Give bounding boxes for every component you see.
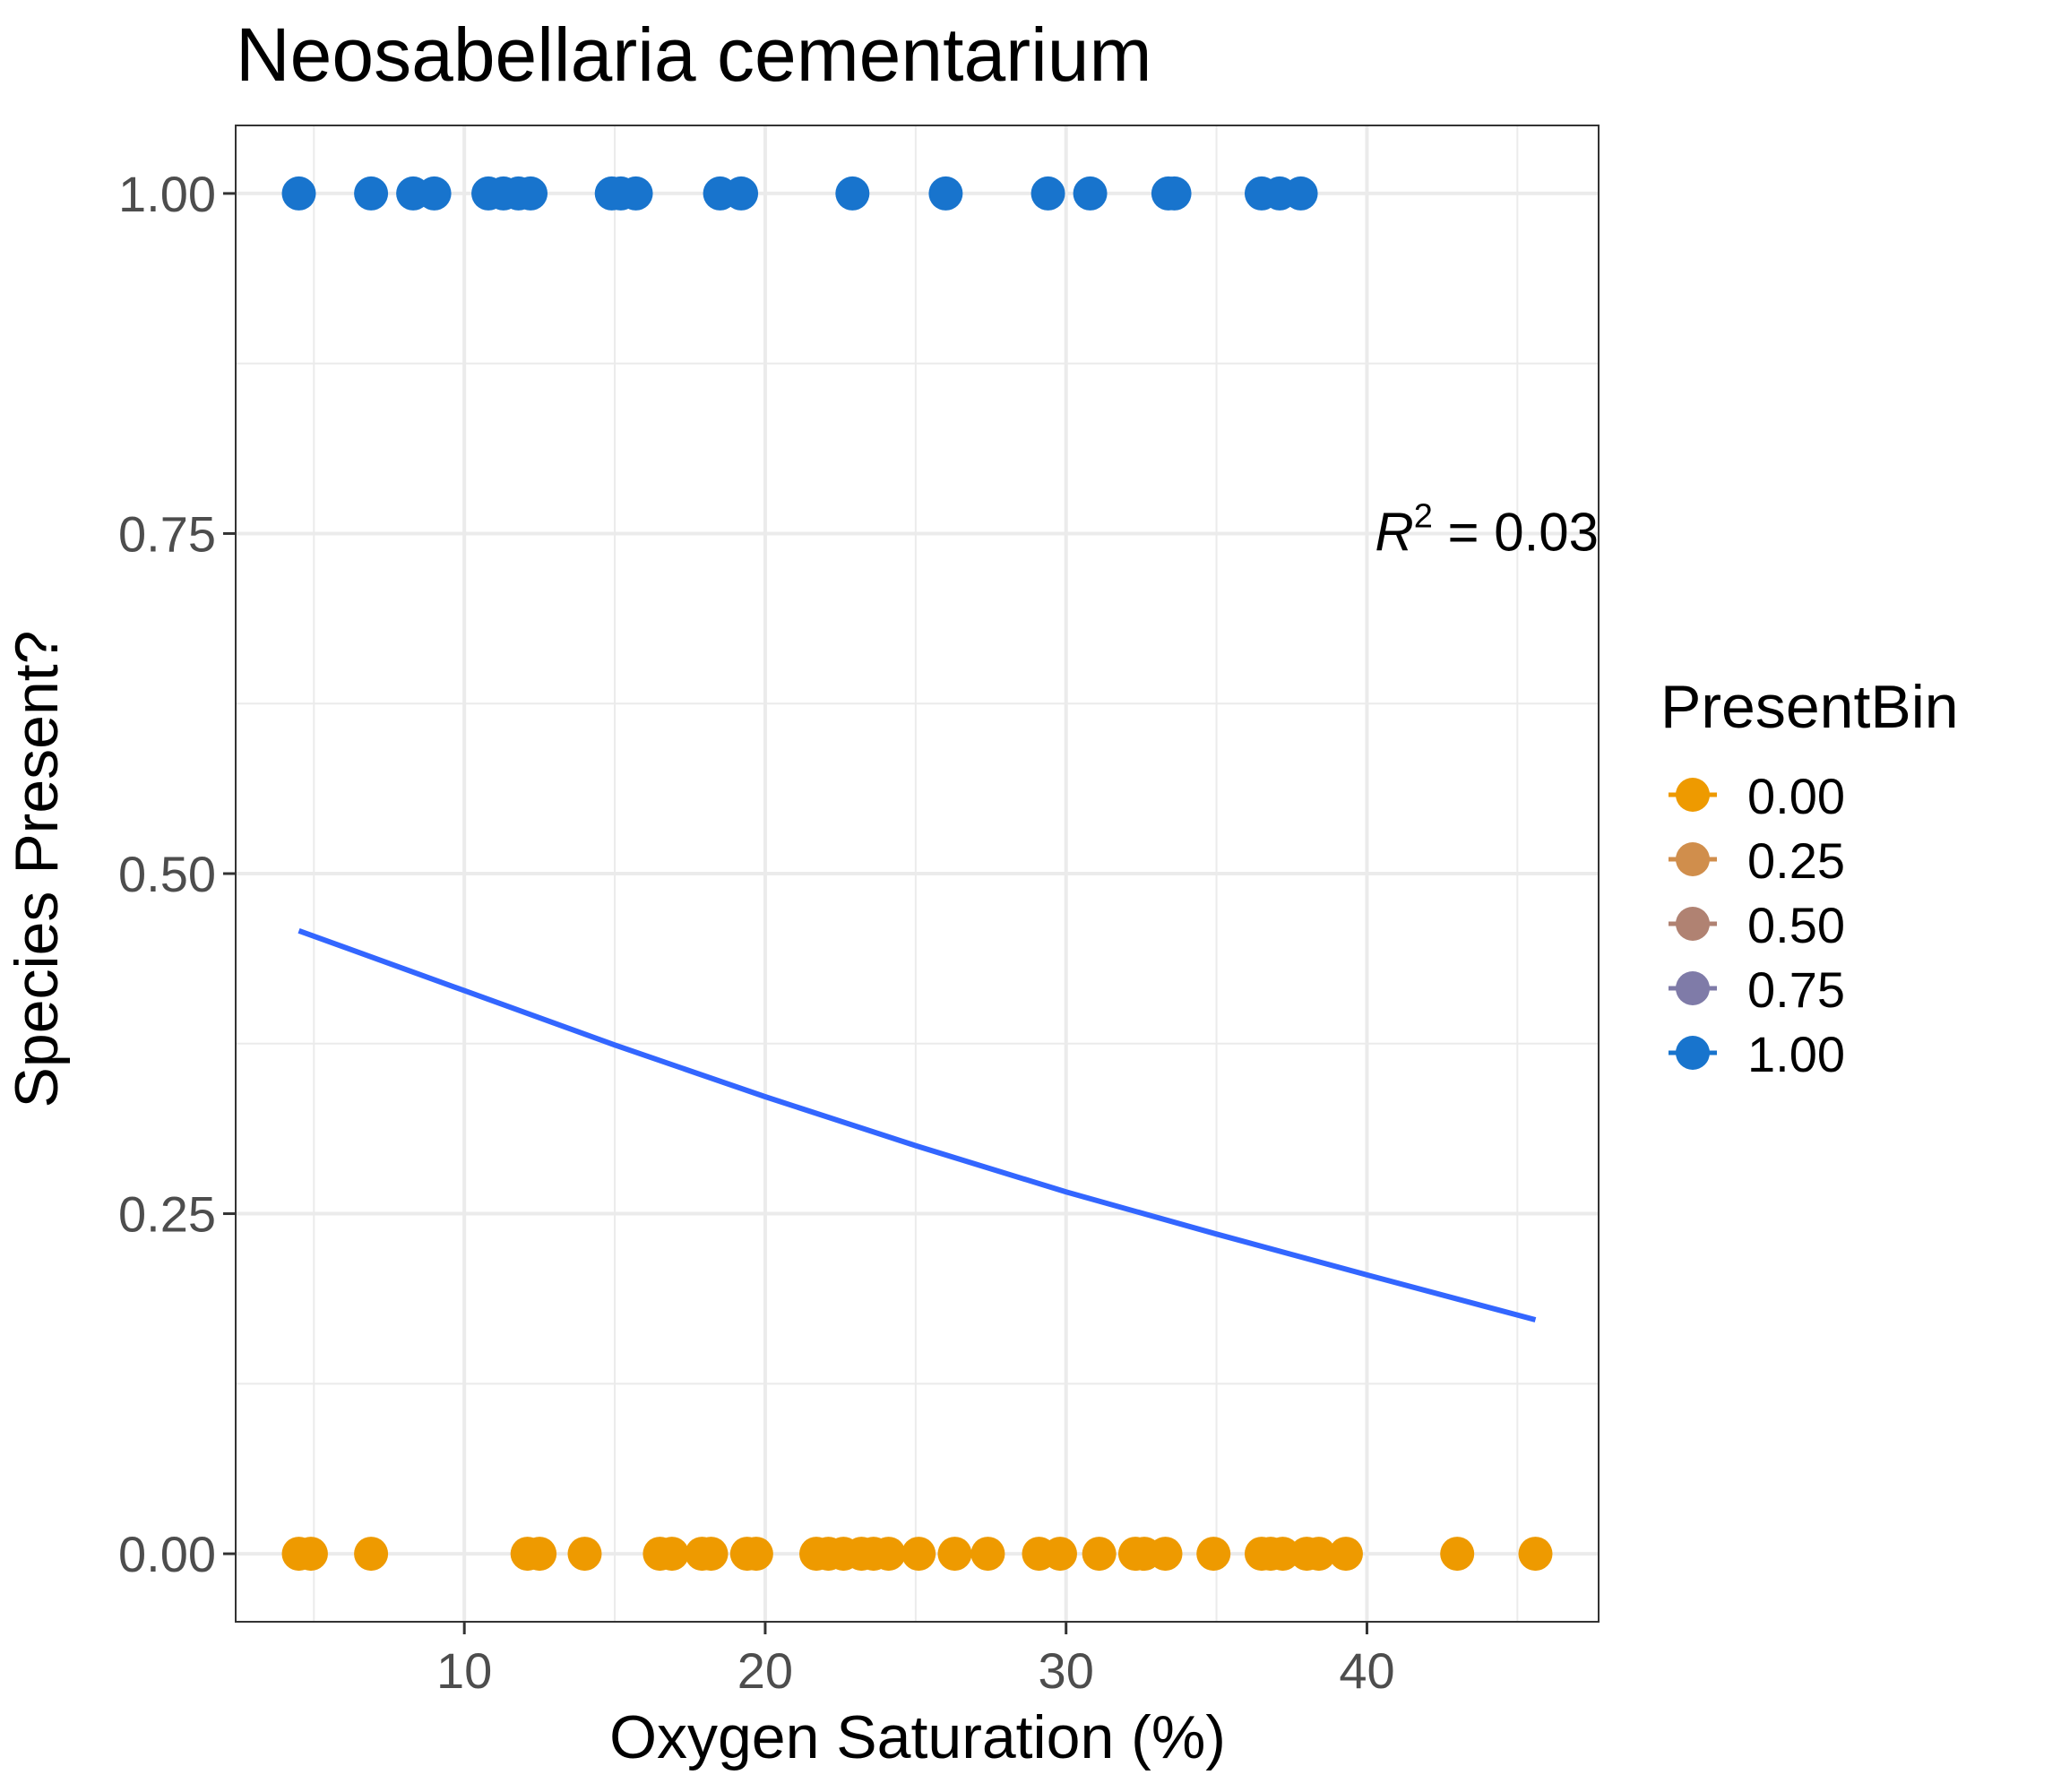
data-point [293, 1537, 328, 1572]
grid [236, 125, 1599, 1622]
legend-label: 0.50 [1747, 897, 1845, 953]
data-point [835, 176, 870, 211]
x-axis: 10 20 30 40 [436, 1622, 1395, 1699]
data-point [1157, 176, 1192, 211]
legend-label: 0.25 [1747, 832, 1845, 889]
data-point [1148, 1537, 1183, 1572]
legend-key-point [1676, 778, 1710, 812]
x-axis-label: Oxygen Saturation (%) [609, 1703, 1226, 1771]
data-point [281, 176, 316, 211]
x-tick-label: 40 [1339, 1642, 1394, 1699]
y-tick-label: 0.50 [118, 846, 216, 902]
y-tick-label: 1.00 [118, 166, 216, 222]
legend-title: PresentBin [1660, 673, 1959, 741]
data-point [1082, 1537, 1117, 1572]
legend-item: 0.50 [1669, 897, 1845, 953]
data-point [1440, 1537, 1475, 1572]
data-point [522, 1537, 557, 1572]
data-point [354, 176, 389, 211]
data-point [694, 1537, 729, 1572]
x-tick-label: 20 [737, 1642, 793, 1699]
legend-key-point [1676, 907, 1710, 941]
data-point [1073, 176, 1108, 211]
data-point [1265, 1537, 1300, 1572]
data-point [354, 1537, 389, 1572]
r-superscript: 2 [1414, 498, 1433, 536]
y-tick-label: 0.75 [118, 505, 216, 562]
y-axis: 0.00 0.25 0.50 0.75 1.00 [118, 166, 236, 1582]
legend-item: 1.00 [1669, 1026, 1845, 1082]
x-tick-label: 30 [1039, 1642, 1094, 1699]
fit-curve [298, 927, 1537, 1322]
data-point [1328, 1537, 1363, 1572]
legend-label: 0.75 [1747, 961, 1845, 1018]
y-tick-label: 0.25 [118, 1186, 216, 1243]
r-symbol: R [1375, 503, 1413, 563]
y-tick-label: 0.00 [118, 1526, 216, 1582]
legend-label: 1.00 [1747, 1026, 1845, 1082]
legend-label: 0.00 [1747, 768, 1845, 824]
data-point [724, 176, 759, 211]
data-point [738, 1537, 773, 1572]
data-point [1196, 1537, 1231, 1572]
data-point [1301, 1537, 1336, 1572]
x-tick-label: 10 [436, 1642, 492, 1699]
legend-key-point [1676, 842, 1710, 876]
data-point [513, 176, 548, 211]
data-point [871, 1537, 906, 1572]
r-squared-annotation: R2 = 0.03 [1375, 498, 1599, 563]
y-axis-label: Species Present? [3, 631, 71, 1108]
legend-key-point [1676, 1036, 1710, 1070]
data-point [618, 176, 653, 211]
fit-line [298, 927, 1537, 1322]
data-point [567, 1537, 602, 1572]
chart-title: Neosabellaria cementarium [236, 13, 1151, 97]
data-point [654, 1537, 689, 1572]
data-point [928, 176, 963, 211]
legend-item: 0.75 [1669, 961, 1845, 1018]
data-point [1283, 176, 1318, 211]
r-value: = 0.03 [1433, 503, 1599, 563]
data-point [1030, 176, 1065, 211]
data-points [281, 176, 1553, 1572]
legend: PresentBin 0.00 0.25 0.50 0.75 1.00 [1660, 673, 1959, 1082]
data-point [417, 176, 452, 211]
data-point [937, 1537, 972, 1572]
data-point [901, 1537, 936, 1572]
legend-item: 0.00 [1669, 768, 1845, 824]
legend-key-point [1676, 971, 1710, 1005]
data-point [1518, 1537, 1553, 1572]
data-point [1042, 1537, 1077, 1572]
legend-item: 0.25 [1669, 832, 1845, 889]
data-point [970, 1537, 1005, 1572]
